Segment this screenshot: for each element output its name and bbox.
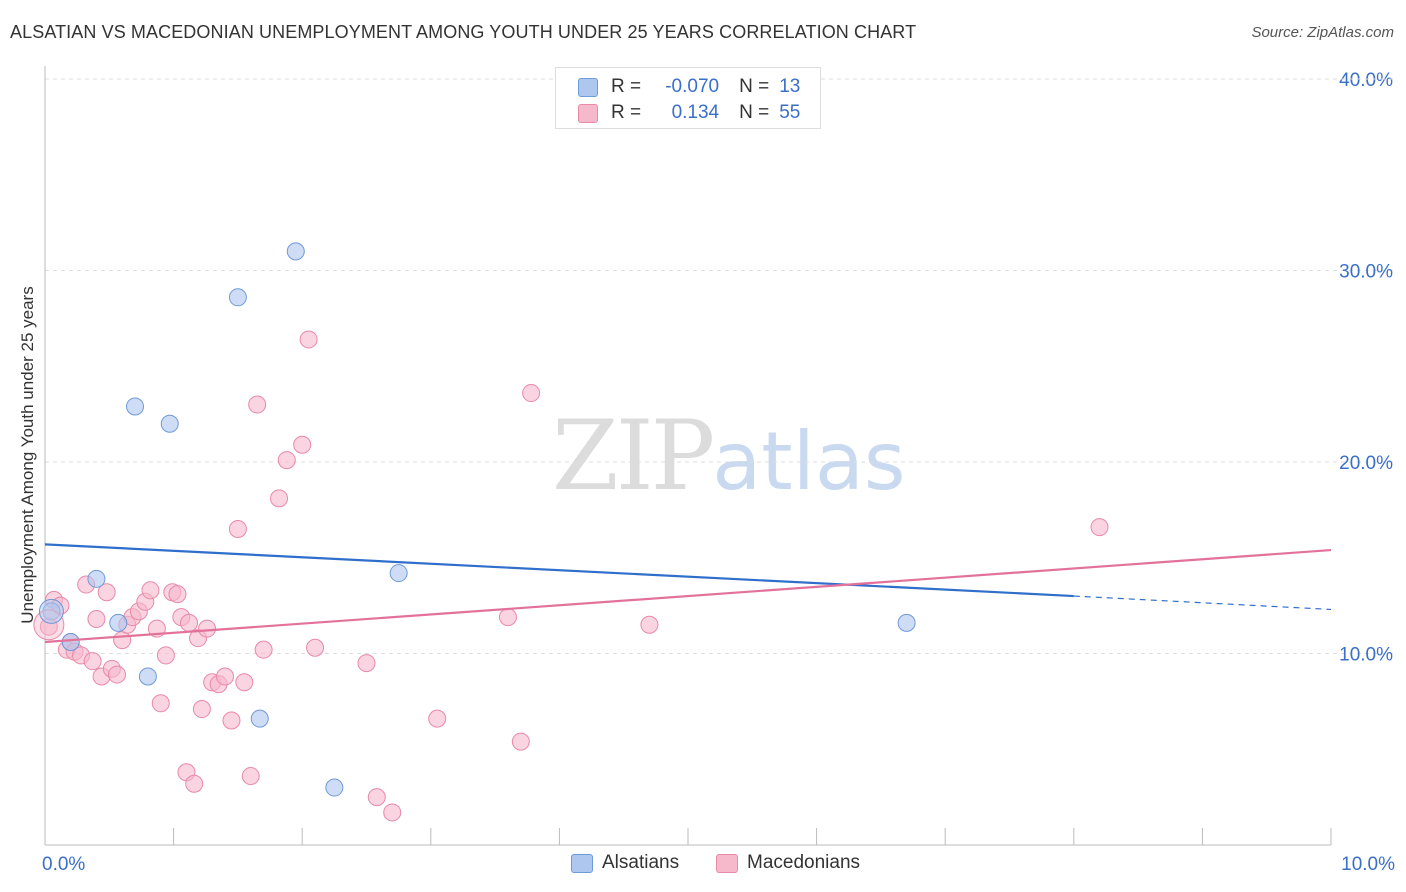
stats-legend: R = -0.070 N = 13 R = 0.134 N = 55 bbox=[555, 67, 821, 129]
legend-label-macedonians: Macedonians bbox=[747, 852, 861, 873]
macedonian-point bbox=[97, 583, 116, 602]
macedonian-point bbox=[254, 640, 273, 659]
macedonian-point bbox=[498, 608, 517, 627]
watermark-zip: ZIP bbox=[552, 400, 715, 512]
macedonian-point bbox=[293, 435, 312, 454]
n-label: N = bbox=[739, 102, 770, 123]
macedonian-point bbox=[270, 489, 289, 508]
alsatians-swatch bbox=[578, 77, 598, 97]
n-value: 13 bbox=[779, 76, 801, 97]
alsatian-point bbox=[138, 667, 157, 686]
alsatian-cluster-point bbox=[38, 598, 64, 624]
n-label: N = bbox=[739, 76, 770, 97]
chart-title: ALSATIAN VS MACEDONIAN UNEMPLOYMENT AMON… bbox=[10, 22, 917, 42]
macedonian-point bbox=[367, 788, 386, 807]
alsatian-point bbox=[250, 709, 269, 728]
macedonian-point bbox=[228, 520, 247, 539]
legend-item-alsatians[interactable]: Alsatians bbox=[571, 852, 679, 874]
r-value: 0.134 bbox=[671, 102, 720, 123]
macedonian-point bbox=[640, 615, 659, 634]
macedonian-point bbox=[113, 631, 132, 650]
stats-row-macedonians: R = 0.134 N = 55 bbox=[578, 100, 800, 126]
macedonian-point bbox=[222, 711, 241, 730]
macedonian-point bbox=[87, 610, 106, 629]
alsatian-point bbox=[286, 242, 305, 261]
macedonian-point bbox=[235, 673, 254, 692]
source-label: Source: ZipAtlas.com bbox=[1251, 24, 1394, 41]
watermark: ZIPatlas bbox=[552, 400, 906, 512]
macedonian-point bbox=[428, 709, 447, 728]
alsatian-point bbox=[160, 414, 179, 433]
macedonian-point bbox=[168, 585, 187, 604]
macedonian-point bbox=[248, 395, 267, 414]
legend-item-macedonians[interactable]: Macedonians bbox=[716, 852, 860, 874]
y-tick-label: 10.0% bbox=[1339, 645, 1393, 666]
macedonians-swatch bbox=[578, 103, 598, 123]
macedonian-point bbox=[108, 665, 127, 684]
alsatian-trend-extension bbox=[1073, 595, 1332, 611]
macedonians-legend-swatch bbox=[716, 853, 738, 873]
macedonian-point bbox=[299, 330, 318, 349]
macedonian-point bbox=[216, 667, 235, 686]
macedonian-point bbox=[180, 613, 199, 632]
x-tick-label: 0.0% bbox=[42, 854, 85, 875]
bottom-legend: Alsatians Macedonians bbox=[0, 852, 1406, 878]
macedonian-point bbox=[141, 581, 160, 600]
alsatian-trend-line bbox=[44, 543, 1074, 598]
r-label: R = bbox=[611, 102, 642, 123]
alsatian-point bbox=[61, 633, 80, 652]
macedonian-point bbox=[357, 654, 376, 673]
macedonian-point bbox=[198, 619, 217, 638]
macedonian-point bbox=[1090, 518, 1109, 537]
alsatian-point bbox=[87, 569, 106, 588]
macedonian-point bbox=[156, 646, 175, 665]
stats-row-alsatians: R = -0.070 N = 13 bbox=[578, 74, 800, 100]
alsatians-legend-swatch bbox=[571, 853, 593, 873]
y-tick-label: 40.0% bbox=[1339, 70, 1393, 91]
alsatian-point bbox=[126, 397, 145, 416]
n-value: 55 bbox=[779, 102, 801, 123]
macedonian-point bbox=[83, 652, 102, 671]
macedonian-point bbox=[185, 774, 204, 793]
x-tick-label: 10.0% bbox=[1341, 854, 1395, 875]
r-label: R = bbox=[611, 76, 642, 97]
legend-label-alsatians: Alsatians bbox=[602, 852, 680, 873]
alsatian-point bbox=[228, 288, 247, 307]
y-tick-label: 30.0% bbox=[1339, 262, 1393, 283]
r-value: -0.070 bbox=[665, 76, 720, 97]
macedonian-point bbox=[522, 384, 541, 403]
macedonian-point bbox=[511, 732, 530, 751]
macedonian-point bbox=[306, 638, 325, 657]
macedonian-point bbox=[192, 700, 211, 719]
macedonian-point bbox=[277, 451, 296, 470]
macedonian-trend-line bbox=[44, 548, 1332, 644]
alsatian-point bbox=[325, 778, 344, 797]
alsatian-point bbox=[897, 613, 916, 632]
macedonian-point bbox=[151, 694, 170, 713]
macedonian-point bbox=[383, 803, 402, 822]
y-tick-label: 20.0% bbox=[1339, 453, 1393, 474]
macedonian-point bbox=[241, 767, 260, 786]
alsatian-point bbox=[109, 613, 128, 632]
alsatian-point bbox=[389, 564, 408, 583]
